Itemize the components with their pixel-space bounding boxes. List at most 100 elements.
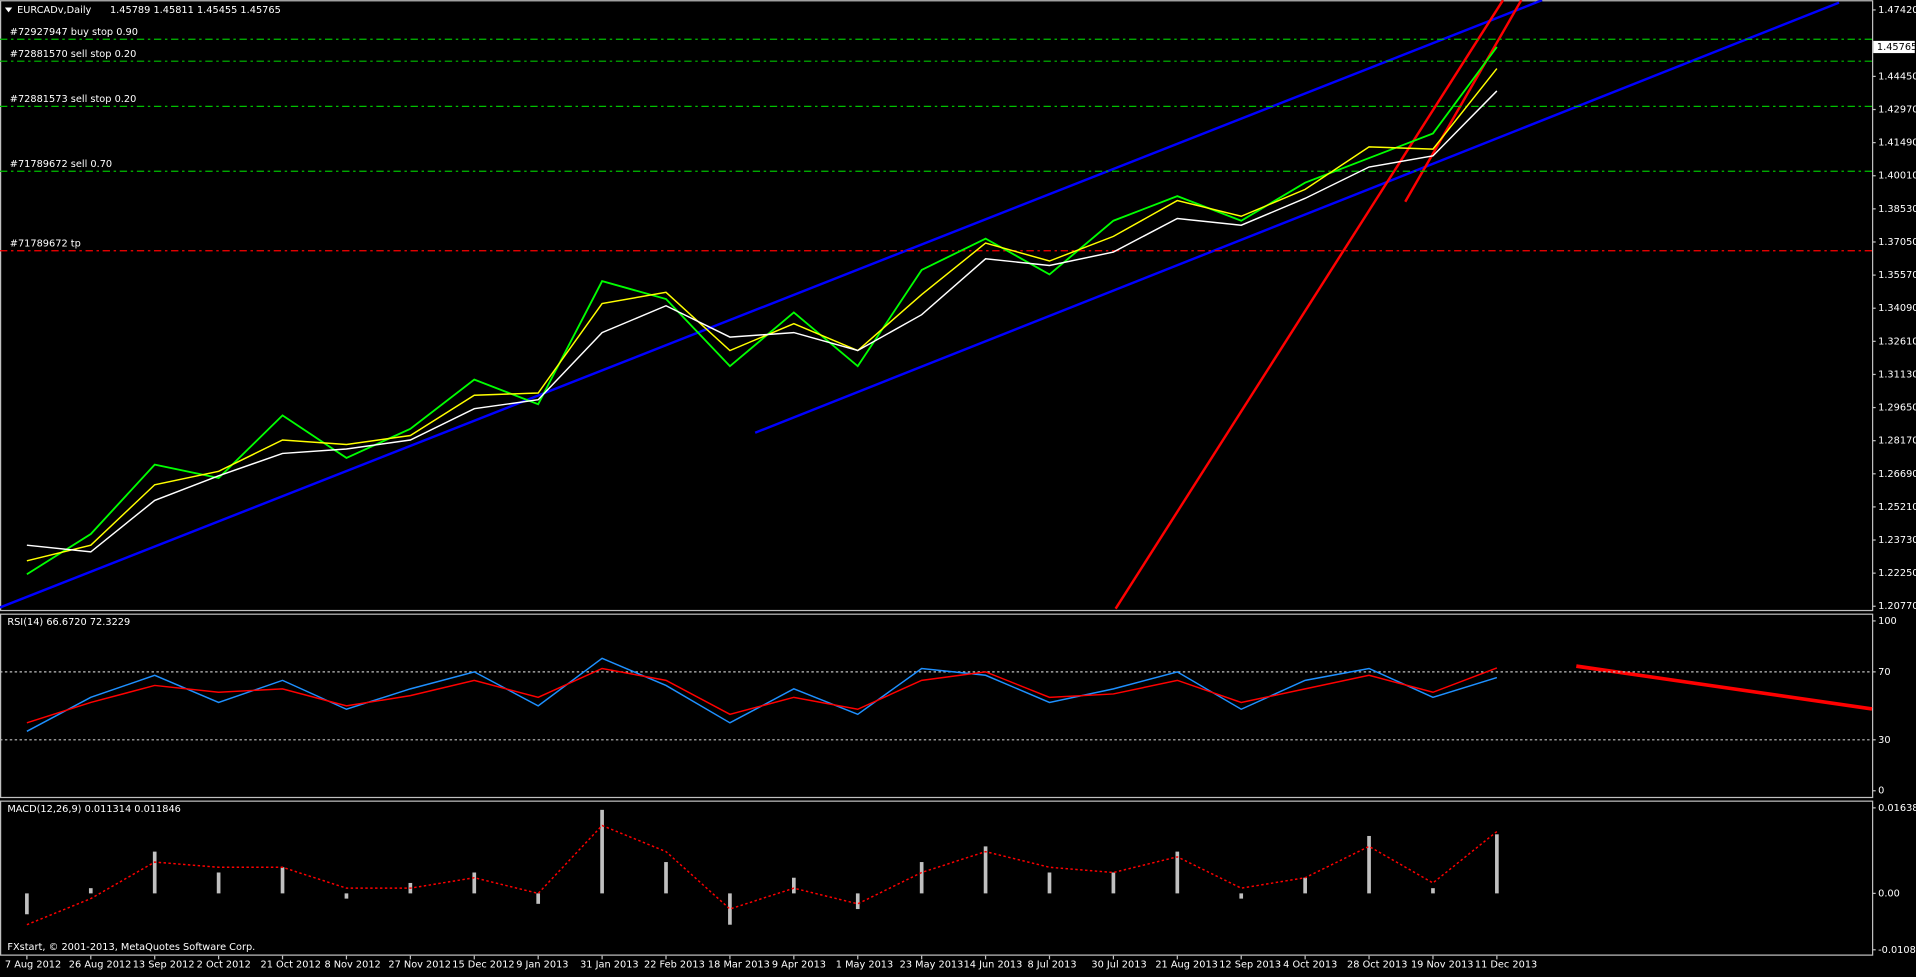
x-tick-label: 18 Mar 2013 [708,959,770,970]
y-tick-label: 1.28170 [1878,436,1916,447]
y-tick-label: 30 [1878,735,1890,746]
header-values: 1.45789 1.45811 1.45455 1.45765 [110,5,281,16]
histogram-bar [344,893,349,899]
histogram-bar [1047,872,1052,894]
histogram-bar [1431,888,1435,894]
histogram-bar [536,893,541,904]
histogram-bar [792,877,796,894]
y-tick-label: 1.23730 [1878,535,1916,546]
histogram-bar [1111,872,1116,894]
x-tick-label: 9 Apr 2013 [772,959,826,970]
trend-line[interactable] [1114,0,1505,610]
histogram-bar [216,872,221,894]
x-tick-label: 7 Aug 2012 [5,959,61,970]
y-tick-label: 1.32610 [1878,336,1916,347]
main-panel [0,0,1874,612]
x-tick-label: 12 Sep 2013 [1219,959,1281,970]
histogram-bar [600,809,604,894]
x-tick-label: 23 May 2013 [900,959,964,970]
series-line [26,46,1498,576]
y-tick-label: 0 [1878,786,1884,797]
order-label: #72881570 sell stop 0.20 [10,49,137,60]
y-tick-label: 1.35570 [1878,270,1916,281]
y-tick-label: 1.44450 [1878,71,1916,82]
y-tick-label: 1.42970 [1878,105,1916,116]
y-tick-label: 1.29650 [1878,403,1916,414]
histogram-bar [25,893,29,915]
macd-title: MACD(12,26,9) 0.011314 0.011846 [7,804,181,815]
x-tick-label: 14 Jun 2013 [964,959,1023,970]
y-tick-label: 1.34090 [1878,303,1916,314]
series-line [26,68,1498,562]
menu-arrow[interactable] [4,7,13,13]
histogram-bar [919,862,924,894]
trend-line[interactable] [1404,0,1523,203]
histogram-bar [855,893,860,910]
x-tick-label: 1 May 2013 [836,959,893,970]
x-tick-label: 30 Jul 2013 [1091,959,1146,970]
x-tick-label: 11 Dec 2013 [1475,959,1537,970]
series-line [26,90,1498,553]
histogram-bar [664,862,668,894]
y-tick-label: 1.47420 [1878,5,1916,16]
y-tick-label: 1.38530 [1878,204,1916,215]
histogram-bar [1367,835,1371,894]
y-tick-label: 1.40010 [1878,171,1916,182]
x-tick-label: 22 Feb 2013 [644,959,705,970]
y-tick-label: 1.37050 [1878,237,1916,248]
y-tick-label: 0.00 [1878,888,1900,899]
series-line [26,824,1498,926]
y-tick-label: 100 [1878,616,1897,627]
y-tick-label: 70 [1878,667,1890,678]
x-tick-label: 8 Nov 2012 [324,959,380,970]
histogram-bar [152,851,157,894]
histogram-bar [983,846,988,894]
histogram-bar [280,867,285,894]
rsi-title: RSI(14) 66.6720 72.3229 [7,617,130,628]
histogram-bar [1239,893,1244,899]
order-label: #71789672 sell 0.70 [10,159,112,170]
y-tick-label: 1.22250 [1878,568,1916,579]
y-tick-label: 1.26690 [1878,469,1916,480]
x-tick-label: 21 Oct 2012 [261,959,321,970]
y-tick-label: 1.41490 [1878,138,1916,149]
chart-title: EURCADv,Daily [17,5,91,16]
trend-line[interactable] [1576,664,1873,711]
histogram-bar [1175,851,1180,894]
y-tick-label: 1.31130 [1878,369,1916,380]
trend-line[interactable] [754,1,1840,434]
y-tick-label: 0.016382 [1878,803,1916,814]
trend-line[interactable] [0,0,1543,609]
x-tick-label: 2 Oct 2012 [197,959,251,970]
histogram-bar [88,888,93,894]
x-tick-label: 15 Dec 2012 [452,959,514,970]
x-tick-label: 13 Sep 2012 [133,959,195,970]
x-tick-label: 28 Oct 2013 [1347,959,1407,970]
x-tick-label: 27 Nov 2012 [388,959,451,970]
histogram-bar [728,893,732,925]
x-tick-label: 21 Aug 2013 [1155,959,1218,970]
histogram-bar [472,872,477,894]
x-tick-label: 4 Oct 2013 [1283,959,1337,970]
y-tick-label: 1.20770 [1878,601,1916,612]
y-tick-label: -0.010803 [1878,945,1916,956]
histogram-bar [1303,877,1307,894]
histogram-bar [1495,834,1499,894]
order-label: #71789672 tp [10,238,81,249]
x-tick-label: 9 Jan 2013 [516,959,568,970]
series-line [26,667,1498,724]
copyright: FXstart, © 2001-2013, MetaQuotes Softwar… [7,942,255,953]
x-tick-label: 8 Jul 2013 [1027,959,1076,970]
order-label: #72881573 sell stop 0.20 [10,94,137,105]
x-tick-label: 31 Jan 2013 [580,959,639,970]
y-tick-label: 1.25210 [1878,502,1916,513]
order-label: #72927947 buy stop 0.90 [10,27,138,38]
price-box [1873,40,1915,54]
x-tick-label: 19 Nov 2013 [1411,959,1474,970]
last-price: 1.45765 [1877,42,1916,53]
rsi-panel [0,613,1874,799]
macd-panel [0,800,1874,956]
x-tick-label: 26 Aug 2012 [69,959,132,970]
